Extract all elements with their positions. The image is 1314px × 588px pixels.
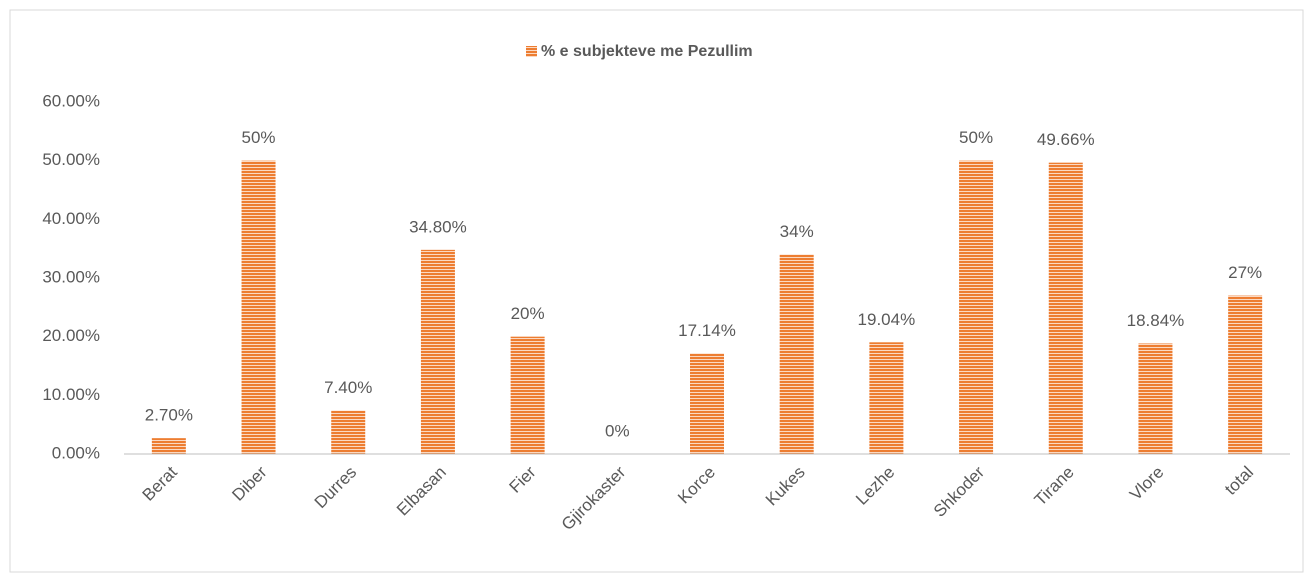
- y-tick-label: 40.00%: [42, 209, 100, 228]
- data-label: 7.40%: [324, 378, 372, 397]
- data-label: 20%: [511, 304, 545, 323]
- y-tick-label: 0.00%: [52, 443, 100, 462]
- data-label: 27%: [1228, 263, 1262, 282]
- y-tick-label: 50.00%: [42, 150, 100, 169]
- data-label: 34.80%: [409, 217, 467, 236]
- chart-border: [9, 9, 1304, 573]
- bar: [779, 254, 814, 454]
- bar: [869, 342, 904, 454]
- bar: [1228, 295, 1263, 454]
- legend-label: % e subjekteve me Pezullim: [541, 43, 753, 60]
- bar: [420, 249, 455, 454]
- legend: % e subjekteve me Pezullim: [526, 43, 753, 60]
- data-label: 0%: [605, 421, 630, 440]
- bar: [151, 438, 186, 454]
- bar: [241, 160, 276, 454]
- y-tick-label: 20.00%: [42, 326, 100, 345]
- data-label: 34%: [780, 222, 814, 241]
- bar: [1048, 162, 1083, 455]
- data-label: 19.04%: [858, 310, 916, 329]
- y-tick-label: 60.00%: [42, 91, 100, 110]
- bar: [959, 160, 994, 454]
- bar: [510, 336, 545, 454]
- bar: [1138, 343, 1173, 454]
- legend-swatch: [526, 46, 537, 57]
- data-label: 2.70%: [145, 406, 193, 425]
- y-tick-label: 10.00%: [42, 385, 100, 404]
- bar: [331, 410, 366, 454]
- data-label: 50%: [959, 128, 993, 147]
- data-label: 50%: [242, 128, 276, 147]
- data-label: 17.14%: [678, 321, 736, 340]
- bar: [690, 353, 724, 454]
- y-tick-label: 30.00%: [42, 267, 100, 286]
- data-label: 18.84%: [1127, 311, 1185, 330]
- data-label: 49.66%: [1037, 130, 1095, 149]
